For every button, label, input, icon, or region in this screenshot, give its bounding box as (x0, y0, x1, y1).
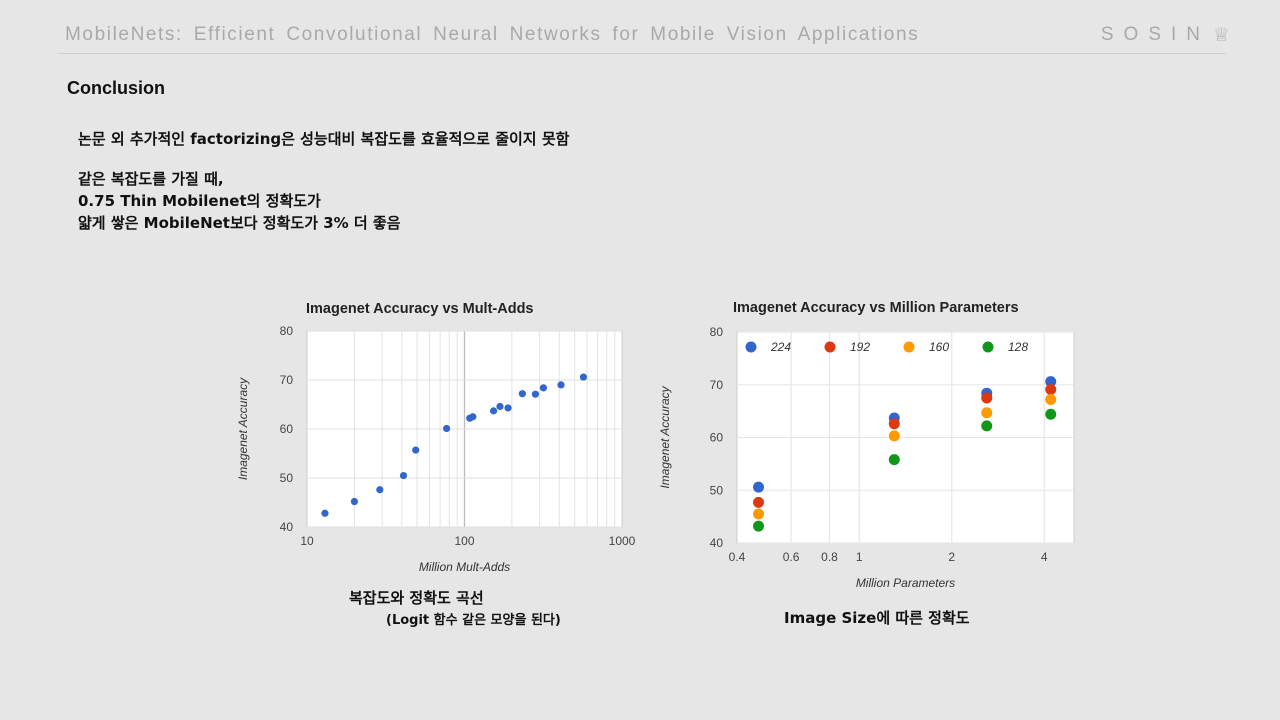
data-point (1045, 383, 1057, 395)
data-point (579, 373, 588, 381)
data-point (888, 454, 900, 466)
y-tick-label: 40 (710, 536, 724, 550)
data-point (753, 520, 765, 532)
y-tick-label: 60 (280, 422, 294, 436)
body-line-4: 얇게 쌓은 MobileNet보다 정확도가 3% 더 좋음 (78, 214, 401, 232)
body-line-3: 0.75 Thin Mobilenet의 정확도가 (78, 192, 321, 210)
data-point (489, 407, 498, 415)
data-point (1045, 376, 1057, 388)
x-tick-label: 0.4 (729, 550, 746, 564)
caption-left-sub: (Logit 함수 같은 모양을 된다) (386, 613, 561, 628)
legend-label-128: 128 (1008, 340, 1028, 354)
x-tick-label: 10 (300, 534, 314, 548)
x-tick-label: 0.8 (821, 550, 838, 564)
data-point (981, 420, 993, 432)
y-tick-label: 70 (710, 378, 724, 392)
legend-marker-224 (745, 341, 757, 353)
y-tick-label: 40 (280, 520, 294, 534)
data-point (321, 509, 329, 517)
data-point (496, 402, 504, 411)
x-tick-label: 1000 (609, 534, 636, 548)
y-tick-label: 50 (280, 471, 294, 485)
y-tick-label: 50 (710, 483, 724, 497)
data-point (1045, 408, 1057, 420)
x-axis-title: Million Mult-Adds (419, 560, 510, 574)
data-point (518, 390, 526, 398)
chart-left: 10 100 1000 40 50 60 70 80 Imagenet Accuracy vs … (236, 301, 636, 574)
body-line-2: 같은 복잡도를 가질 때, (78, 170, 224, 188)
legend-marker-128 (982, 341, 994, 353)
data-point (504, 404, 512, 412)
data-point (531, 390, 540, 398)
data-point (412, 446, 420, 454)
y-axis-title: Imagenet Accuracy (658, 385, 672, 488)
data-point (1045, 394, 1057, 406)
data-point (539, 384, 548, 392)
data-point (753, 496, 765, 508)
y-tick-label: 70 (280, 373, 294, 387)
data-point (888, 430, 900, 442)
data-point (753, 508, 765, 520)
chart-right: 0.4 0.6 0.8 1 2 4 40 50 60 70 80 Imagenet Accuracy … (658, 300, 1075, 590)
legend-label-224: 224 (770, 340, 791, 354)
crown-icon: ♕ (1212, 24, 1230, 46)
x-tick-label: 100 (454, 534, 474, 548)
x-tick-label: 2 (948, 550, 955, 564)
legend-marker-192 (824, 341, 836, 353)
legend-label-160: 160 (929, 340, 949, 354)
data-point (981, 392, 993, 404)
x-tick-label: 0.6 (783, 550, 800, 564)
chart-title: Imagenet Accuracy vs Mult-Adds (306, 301, 534, 317)
data-point (888, 418, 900, 430)
body-line-1: 논문 외 추가적인 factorizing은 성능대비 복잡도를 효율적으로 줄… (78, 130, 570, 148)
y-tick-label: 80 (710, 325, 724, 339)
caption-right: Image Size에 따른 정확도 (784, 609, 970, 627)
data-point (753, 481, 765, 493)
legend-label-192: 192 (850, 340, 870, 354)
y-axis-title: Imagenet Accuracy (236, 377, 250, 480)
data-point (350, 497, 359, 506)
header-divider (58, 53, 1226, 54)
brand-name: SOSIN (1100, 24, 1210, 45)
legend-marker-160 (903, 341, 915, 353)
x-axis-title: Million Parameters (856, 576, 955, 590)
caption-left: 복잡도와 정확도 곡선 (349, 589, 484, 607)
x-tick-label: 4 (1041, 550, 1048, 564)
data-point (469, 413, 477, 421)
x-tick-label: 1 (856, 550, 863, 564)
data-point (376, 486, 384, 494)
header-title: MobileNets: Efficient Convolutional Neur… (65, 24, 920, 45)
y-tick-label: 60 (710, 431, 724, 445)
data-point (981, 407, 993, 419)
section-title: Conclusion (67, 78, 165, 98)
y-tick-label: 80 (280, 324, 294, 338)
data-point (399, 471, 408, 480)
data-point (557, 381, 565, 389)
chart-title: Imagenet Accuracy vs Million Parameters (733, 300, 1019, 316)
data-point (443, 424, 451, 433)
